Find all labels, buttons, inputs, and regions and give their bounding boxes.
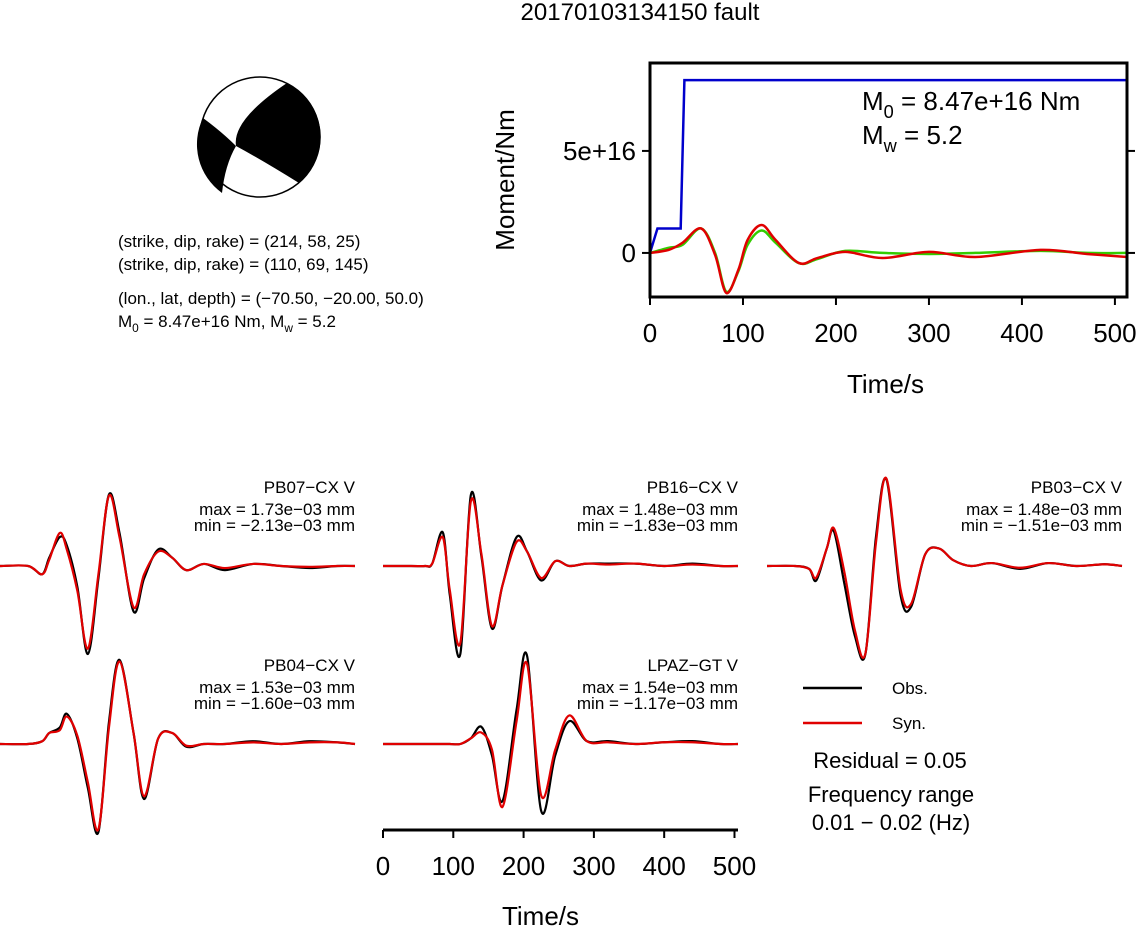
min-label: min = −1.51e−03 mm (961, 516, 1122, 535)
synthetic-trace (0, 660, 356, 832)
beachball-quadrant (196, 118, 236, 193)
source-info: (strike, dip, rake) = (214, 58, 25) (118, 232, 360, 251)
subscript: 0 (132, 321, 139, 335)
station-label: PB03−CX V (1031, 478, 1123, 497)
station-label: PB07−CX V (264, 478, 356, 497)
x-axis-label: Time/s (502, 901, 579, 927)
station-label: PB16−CX V (647, 478, 739, 497)
min-label: min = −1.60e−03 mm (194, 694, 355, 713)
frequency-label: Frequency range (808, 782, 974, 807)
subscript: w (883, 136, 898, 156)
x-tick-label: 300 (907, 318, 950, 348)
beachball-quadrant (235, 83, 321, 183)
source-info: (strike, dip, rake) = (110, 69, 145) (118, 255, 369, 274)
synthetic-trace (766, 476, 1123, 659)
min-label: min = −1.17e−03 mm (577, 694, 738, 713)
x-tick-label: 200 (814, 318, 857, 348)
text-part: M (862, 86, 884, 116)
x-tick-label: 100 (721, 318, 764, 348)
text-part: = 8.47e+16 Nm (894, 86, 1080, 116)
moment-info: M0 = 8.47e+16 Nm, Mw = 5.2 (118, 312, 336, 335)
max-label: max = 1.53e−03 mm (199, 678, 355, 697)
y-axis-label: Moment/Nm (490, 109, 520, 251)
legend-label: Obs. (892, 679, 928, 698)
plot-frame (648, 61, 1129, 299)
moment-line (648, 78, 1127, 254)
max-label: max = 1.54e−03 mm (582, 678, 738, 697)
x-tick-label: 0 (376, 851, 390, 881)
frequency-range: 0.01 − 0.02 (Hz) (812, 810, 970, 835)
figure-title: 20170103134150 fault (521, 0, 760, 26)
max-label: max = 1.48e−03 mm (582, 500, 738, 519)
max-label: max = 1.48e−03 mm (966, 500, 1122, 519)
source-info: (lon., lat, depth) = (−70.50, −20.00, 50… (118, 289, 424, 308)
synthetic-trace (0, 493, 356, 650)
x-tick-label: 400 (642, 851, 685, 881)
text-part: = 8.47e+16 Nm, M (139, 312, 285, 331)
x-tick-label: 500 (1093, 318, 1136, 348)
synthetic-trace (382, 497, 739, 647)
annotation: M0 = 8.47e+16 Nm (862, 86, 1080, 122)
y-tick-label: 5e+16 (563, 136, 636, 166)
beachball (196, 76, 321, 198)
moment-line (649, 223, 1128, 295)
station-label: LPAZ−GT V (647, 656, 738, 675)
x-tick-label: 0 (643, 318, 657, 348)
synthetic-trace (383, 660, 739, 808)
text-part: = 5.2 (293, 312, 336, 331)
x-tick-label: 300 (572, 851, 615, 881)
x-tick-label: 500 (713, 851, 756, 881)
legend-label: Syn. (892, 714, 926, 733)
subscript: w (283, 321, 293, 335)
x-tick-label: 400 (1000, 318, 1043, 348)
text-part: M (118, 312, 132, 331)
text-part: M (862, 120, 884, 150)
annotation: Mw = 5.2 (862, 120, 963, 156)
station-label: PB04−CX V (264, 656, 356, 675)
y-tick-label: 0 (622, 238, 636, 268)
min-label: min = −2.13e−03 mm (194, 516, 355, 535)
subscript: 0 (884, 102, 894, 122)
x-tick-label: 200 (502, 851, 545, 881)
text-part: = 5.2 (897, 120, 963, 150)
x-axis-label: Time/s (847, 369, 924, 399)
x-tick-label: 100 (432, 851, 475, 881)
residual: Residual = 0.05 (813, 748, 967, 773)
max-label: max = 1.73e−03 mm (199, 500, 355, 519)
min-label: min = −1.83e−03 mm (577, 516, 738, 535)
